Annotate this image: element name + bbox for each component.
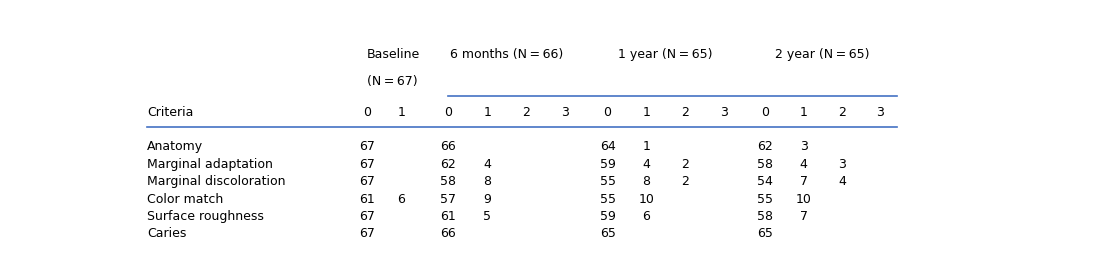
Text: 0: 0 bbox=[604, 106, 612, 119]
Text: 3: 3 bbox=[800, 140, 808, 154]
Text: 61: 61 bbox=[441, 210, 456, 223]
Text: 62: 62 bbox=[757, 140, 773, 154]
Text: 1: 1 bbox=[800, 106, 808, 119]
Text: 5: 5 bbox=[483, 210, 491, 223]
Text: Marginal discoloration: Marginal discoloration bbox=[148, 175, 286, 188]
Text: 62: 62 bbox=[441, 158, 456, 171]
Text: 58: 58 bbox=[757, 210, 773, 223]
Text: 57: 57 bbox=[441, 193, 456, 206]
Text: 4: 4 bbox=[800, 158, 808, 171]
Text: 59: 59 bbox=[599, 210, 616, 223]
Text: 3: 3 bbox=[877, 106, 885, 119]
Text: 55: 55 bbox=[757, 193, 773, 206]
Text: 2: 2 bbox=[682, 106, 689, 119]
Text: 1: 1 bbox=[397, 106, 405, 119]
Text: Surface roughness: Surface roughness bbox=[148, 210, 264, 223]
Text: 1 year (N = 65): 1 year (N = 65) bbox=[618, 48, 713, 61]
Text: 6: 6 bbox=[643, 210, 650, 223]
Text: 54: 54 bbox=[757, 175, 773, 188]
Text: 3: 3 bbox=[561, 106, 568, 119]
Text: 65: 65 bbox=[757, 227, 773, 240]
Text: 0: 0 bbox=[761, 106, 769, 119]
Text: 1: 1 bbox=[643, 140, 650, 154]
Text: 61: 61 bbox=[359, 193, 374, 206]
Text: (N = 67): (N = 67) bbox=[366, 75, 417, 88]
Text: 10: 10 bbox=[796, 193, 811, 206]
Text: 67: 67 bbox=[359, 210, 375, 223]
Text: 1: 1 bbox=[483, 106, 491, 119]
Text: 1: 1 bbox=[643, 106, 650, 119]
Text: 67: 67 bbox=[359, 140, 375, 154]
Text: Baseline: Baseline bbox=[366, 48, 420, 61]
Text: 3: 3 bbox=[719, 106, 728, 119]
Text: 67: 67 bbox=[359, 175, 375, 188]
Text: 7: 7 bbox=[799, 175, 808, 188]
Text: 6 months (N = 66): 6 months (N = 66) bbox=[450, 48, 563, 61]
Text: 2: 2 bbox=[682, 175, 689, 188]
Text: 2: 2 bbox=[522, 106, 529, 119]
Text: 7: 7 bbox=[799, 210, 808, 223]
Text: 2: 2 bbox=[838, 106, 846, 119]
Text: 3: 3 bbox=[838, 158, 846, 171]
Text: 67: 67 bbox=[359, 227, 375, 240]
Text: 0: 0 bbox=[444, 106, 453, 119]
Text: 2: 2 bbox=[682, 158, 689, 171]
Text: 58: 58 bbox=[441, 175, 456, 188]
Text: 2 year (N = 65): 2 year (N = 65) bbox=[776, 48, 870, 61]
Text: Criteria: Criteria bbox=[148, 106, 194, 119]
Text: Caries: Caries bbox=[148, 227, 186, 240]
Text: 59: 59 bbox=[599, 158, 616, 171]
Text: 58: 58 bbox=[757, 158, 773, 171]
Text: 55: 55 bbox=[599, 175, 616, 188]
Text: 8: 8 bbox=[483, 175, 491, 188]
Text: 4: 4 bbox=[483, 158, 491, 171]
Text: 10: 10 bbox=[638, 193, 654, 206]
Text: 9: 9 bbox=[483, 193, 491, 206]
Text: 4: 4 bbox=[643, 158, 650, 171]
Text: 8: 8 bbox=[643, 175, 650, 188]
Text: 0: 0 bbox=[363, 106, 371, 119]
Text: 67: 67 bbox=[359, 158, 375, 171]
Text: 55: 55 bbox=[599, 193, 616, 206]
Text: 66: 66 bbox=[441, 140, 456, 154]
Text: Anatomy: Anatomy bbox=[148, 140, 203, 154]
Text: 64: 64 bbox=[599, 140, 615, 154]
Text: 4: 4 bbox=[838, 175, 846, 188]
Text: Marginal adaptation: Marginal adaptation bbox=[148, 158, 273, 171]
Text: 66: 66 bbox=[441, 227, 456, 240]
Text: 6: 6 bbox=[397, 193, 405, 206]
Text: 65: 65 bbox=[599, 227, 616, 240]
Text: Color match: Color match bbox=[148, 193, 223, 206]
